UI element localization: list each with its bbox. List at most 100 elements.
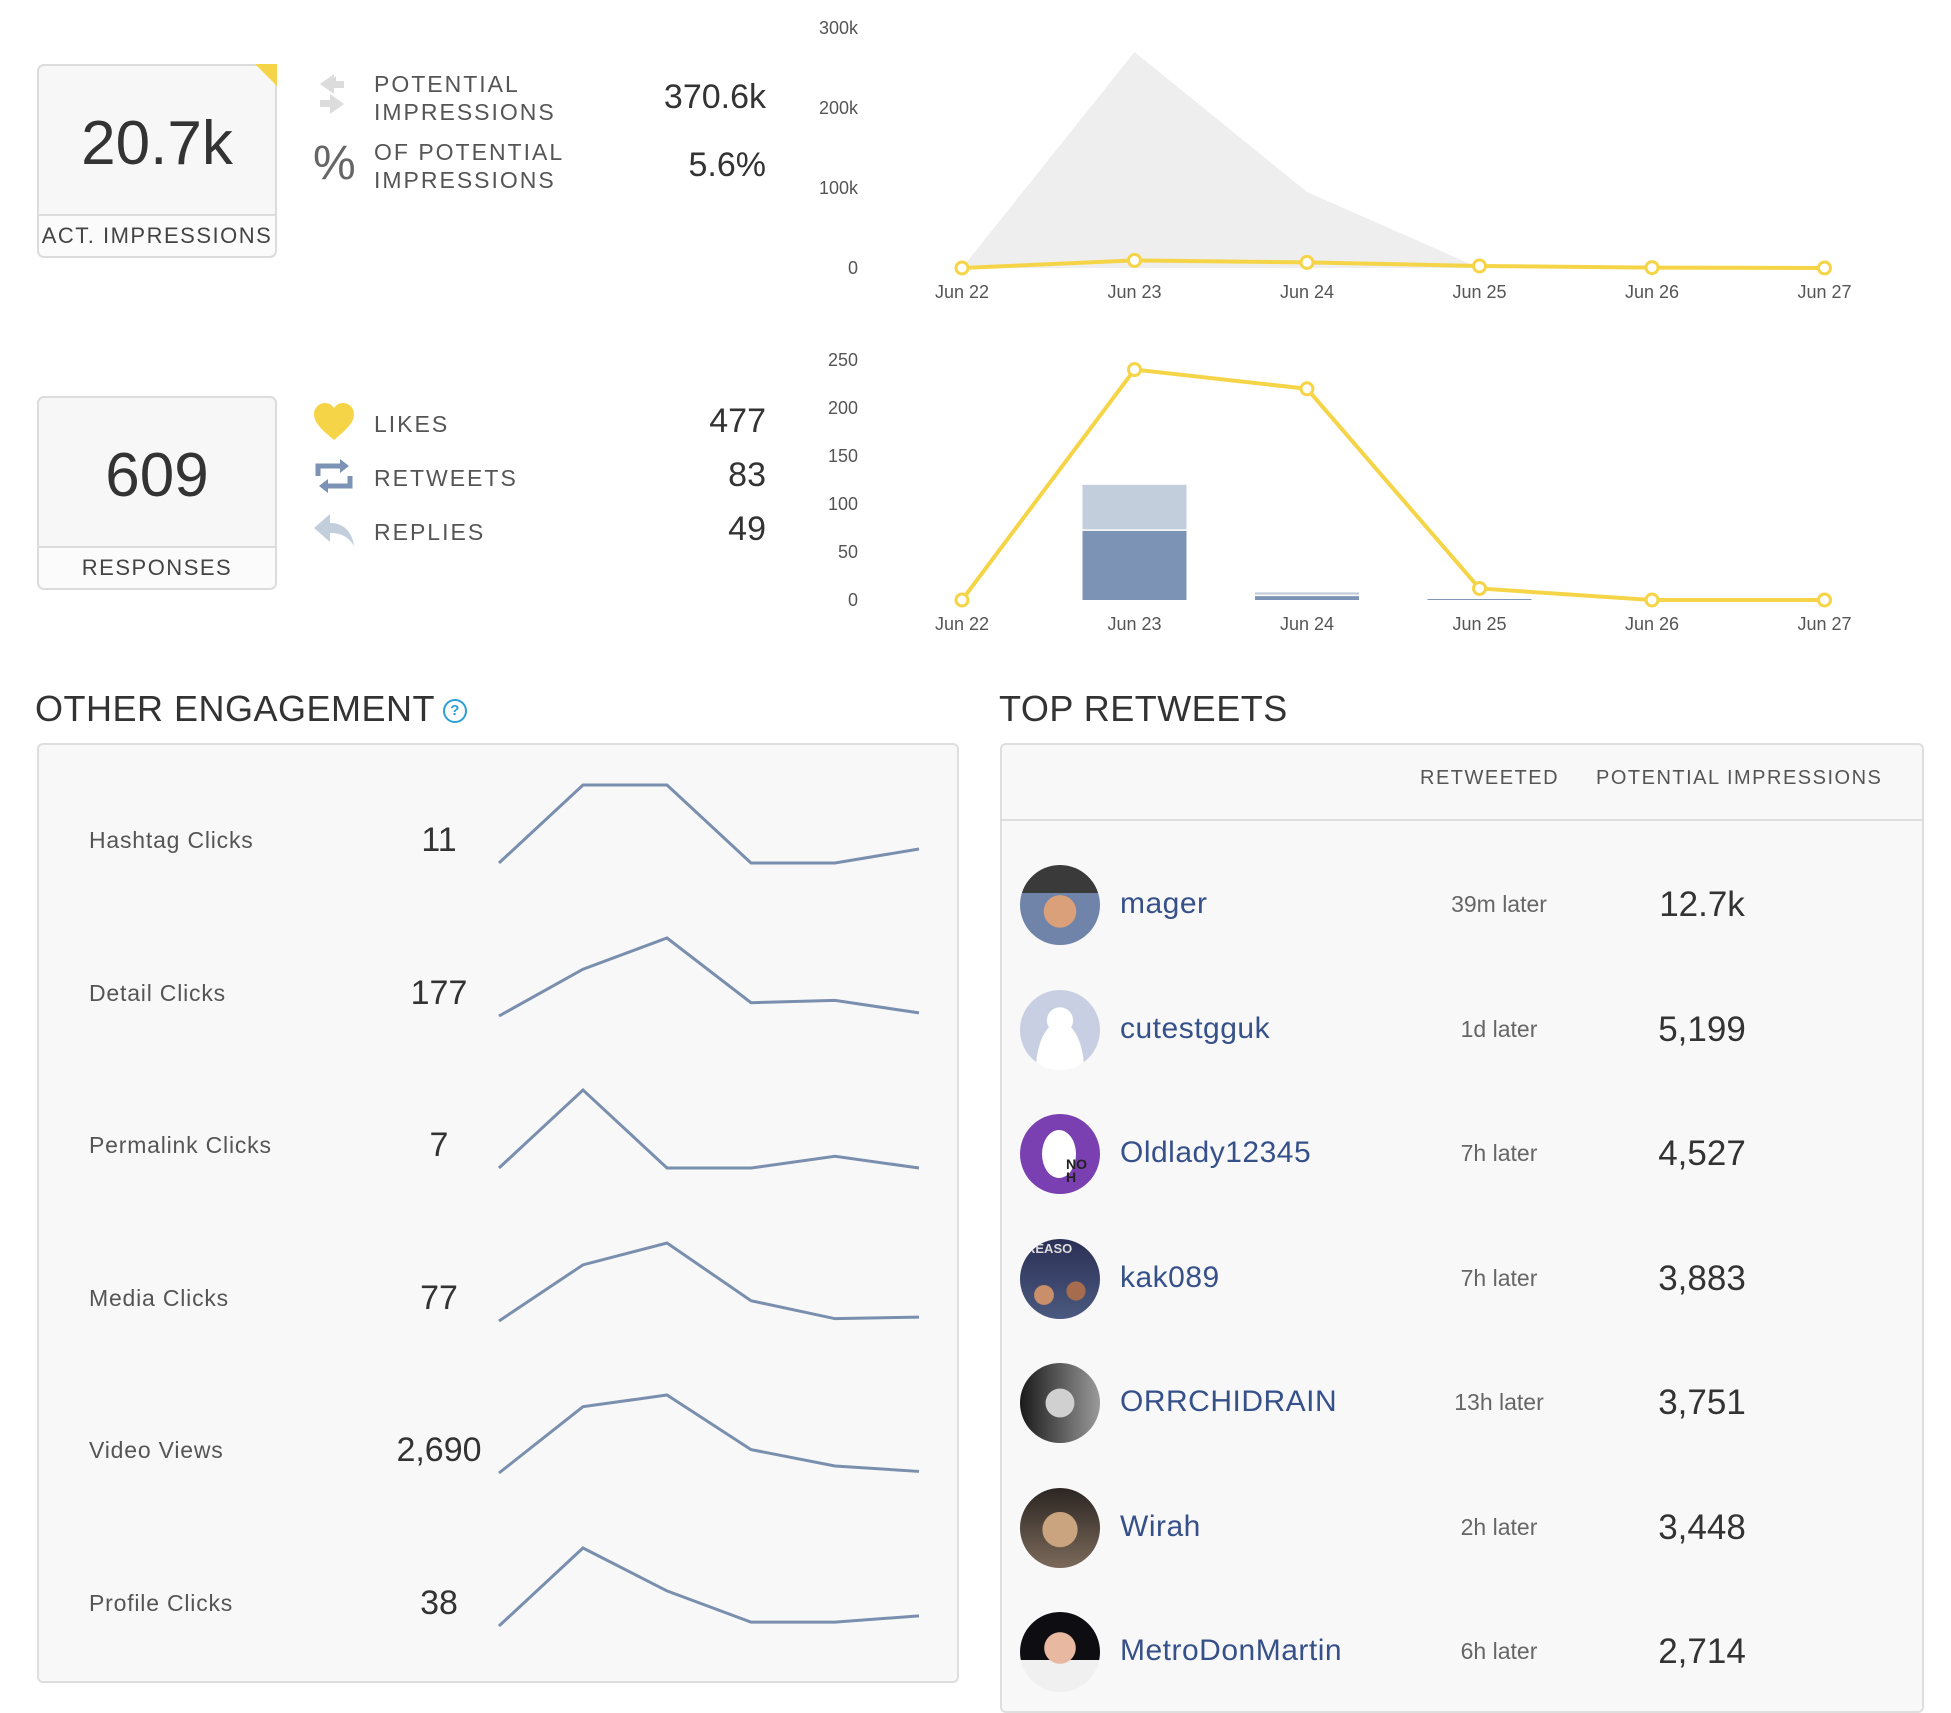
y-tick-label: 100k: [819, 178, 859, 198]
act-impressions-label: ACT. IMPRESSIONS: [39, 214, 275, 256]
col-header-potential-impressions[interactable]: POTENTIAL IMPRESSIONS: [1596, 767, 1883, 789]
potential-impressions-label-line1: POTENTIAL: [374, 71, 520, 97]
sparkline-path: [498, 1393, 920, 1475]
top-retweets-panel: RETWEETED POTENTIAL IMPRESSIONS mager 39m…: [1000, 743, 1924, 1713]
x-tick-label: Jun 24: [1280, 614, 1334, 634]
responses-box: 609 RESPONSES: [37, 396, 277, 590]
x-tick-label: Jun 25: [1452, 614, 1506, 634]
y-tick-label: 50: [838, 542, 858, 562]
retweeter-name-link[interactable]: MetroDonMartin: [1120, 1634, 1343, 1667]
retweet-time: 2h later: [1460, 1513, 1538, 1540]
retweet-time: 13h later: [1454, 1389, 1544, 1415]
impressions-point: [1299, 254, 1315, 270]
other-engagement-title: OTHER ENGAGEMENT?: [35, 688, 468, 730]
engagement-label: Detail Clicks: [89, 979, 226, 1006]
reply-icon: [312, 510, 356, 555]
responses-value: 609: [105, 441, 209, 510]
impressions-line: [961, 258, 1825, 270]
retweets-value: 83: [728, 456, 766, 494]
y-tick-label: 150: [828, 446, 858, 466]
engagement-value: 2,690: [396, 1431, 482, 1469]
responses-point: [1299, 381, 1315, 397]
engagement-value: 7: [429, 1126, 449, 1164]
avatar-text: NO H: [1066, 1156, 1087, 1185]
likes-value: 477: [709, 402, 766, 440]
impressions-chart: 0 100k 200k 300k Jun 22 Jun 23 Jun 24 Jun 25 Jun…: [819, 18, 1852, 302]
likes-label: LIKES: [374, 411, 450, 437]
retweeter-name-link[interactable]: Oldlady12345: [1120, 1136, 1312, 1169]
engagement-label: Profile Clicks: [89, 1589, 234, 1616]
y-tick-label: 250: [828, 350, 858, 370]
sparkline-path: [498, 935, 920, 1017]
engagement-label: Permalink Clicks: [89, 1132, 272, 1158]
potential-impressions-label-line2: IMPRESSIONS: [374, 99, 556, 125]
x-tick-label: Jun 26: [1625, 282, 1679, 302]
retweet-icon: [312, 456, 356, 501]
other-engagement-panel: Hashtag Clicks 11 Detail Clicks 177 Permalin…: [37, 743, 959, 1683]
retweeter-name-link[interactable]: Wirah: [1120, 1509, 1201, 1543]
avatar-text: REASO: [1026, 1240, 1073, 1256]
responses-point: [1817, 592, 1832, 608]
y-tick-label: 300k: [819, 18, 859, 38]
percent-label-line2: IMPRESSIONS: [374, 167, 556, 193]
retweet-time: 7h later: [1460, 1264, 1538, 1291]
percent-label-line1: OF POTENTIAL: [374, 139, 565, 165]
act-impressions-box: 20.7k ACT. IMPRESSIONS: [37, 64, 277, 258]
responses-label: RESPONSES: [39, 546, 275, 588]
engagement-value: 38: [420, 1583, 458, 1622]
y-tick-label: 100: [828, 494, 858, 514]
avatar[interactable]: NO H: [1020, 1114, 1100, 1194]
avatar[interactable]: [1020, 1612, 1100, 1692]
percent-label: OF POTENTIAL IMPRESSIONS: [374, 138, 564, 194]
impressions-point: [1127, 252, 1142, 268]
retweet-time: 6h later: [1460, 1638, 1538, 1664]
other-engagement-title-text: OTHER ENGAGEMENT: [35, 688, 436, 729]
avatar[interactable]: [1020, 865, 1100, 945]
col-header-retweeted[interactable]: RETWEETED: [1420, 767, 1560, 789]
header-divider: [1002, 819, 1922, 821]
act-impressions-value: 20.7k: [81, 109, 233, 178]
percent-icon: %: [313, 137, 356, 190]
engagement-label: Video Views: [89, 1437, 224, 1463]
engagement-sparkline: [498, 1393, 920, 1475]
retweets-label: RETWEETS: [374, 465, 518, 491]
help-circle-icon[interactable]: ?: [443, 699, 468, 724]
x-tick-label: Jun 26: [1625, 614, 1679, 634]
retweeter-name-link[interactable]: kak089: [1120, 1260, 1220, 1294]
x-tick-label: Jun 27: [1797, 614, 1851, 634]
replies-value: 49: [728, 510, 766, 548]
engagement-value: 177: [410, 973, 468, 1012]
retweet-potential-impressions: 5,199: [1658, 1009, 1746, 1049]
x-tick-label: Jun 27: [1797, 282, 1851, 302]
x-tick-label: Jun 23: [1107, 282, 1161, 302]
retweet-potential-impressions: 2,714: [1658, 1632, 1746, 1671]
engagement-label: Hashtag Clicks: [89, 827, 254, 853]
impressions-point: [1472, 258, 1487, 274]
heart-icon: [312, 402, 356, 447]
x-tick-label: Jun 22: [935, 614, 989, 634]
sparkline-path: [498, 1240, 920, 1322]
responses-point: [1644, 592, 1660, 608]
retweet-potential-impressions: 12.7k: [1659, 885, 1745, 924]
retweeter-name-link[interactable]: cutestgguk: [1120, 1011, 1271, 1045]
avatar[interactable]: [1020, 1363, 1100, 1443]
engagement-value: 77: [420, 1278, 458, 1317]
retweeter-name-link[interactable]: mager: [1120, 887, 1208, 920]
responses-line: [960, 367, 1825, 602]
retweet-time: 39m later: [1451, 891, 1547, 917]
y-tick-label: 200k: [819, 98, 859, 118]
avatar[interactable]: [1020, 1487, 1100, 1568]
potential-impressions-value: 370.6k: [663, 78, 766, 116]
avatar[interactable]: REASO: [1020, 1238, 1100, 1319]
sparkline-path: [497, 1087, 920, 1170]
avatar-ring: [1042, 1130, 1076, 1178]
responses-point: [954, 592, 970, 608]
y-tick-label: 200: [828, 398, 858, 418]
avatar[interactable]: [1020, 989, 1100, 1070]
x-tick-label: Jun 25: [1452, 282, 1506, 302]
retweeter-name-link[interactable]: ORRCHIDRAIN: [1120, 1385, 1338, 1418]
potential-impressions-area: [962, 52, 1825, 268]
engagement-sparkline: [498, 935, 920, 1017]
engagement-sparkline: [497, 1545, 920, 1627]
x-tick-label: Jun 23: [1107, 614, 1161, 634]
